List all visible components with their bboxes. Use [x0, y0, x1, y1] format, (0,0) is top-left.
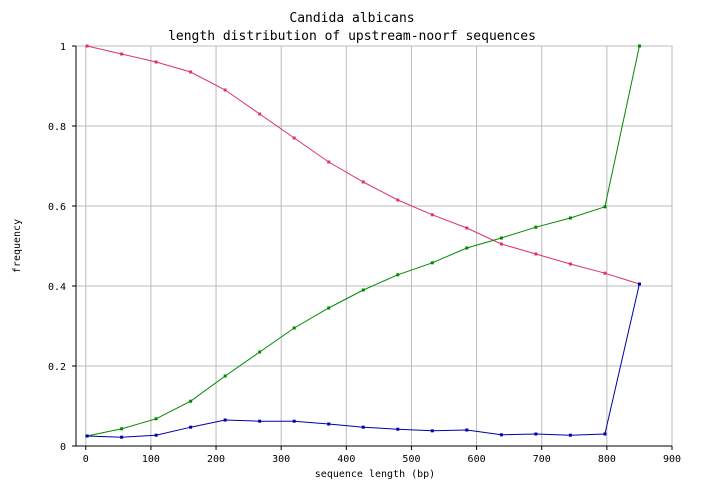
x-tick-label: 500 [402, 454, 420, 465]
x-tick-label: 0 [83, 454, 89, 465]
data-point [258, 112, 262, 116]
data-point [120, 435, 124, 439]
series-layer [85, 44, 641, 439]
data-point [120, 52, 124, 56]
data-point [465, 246, 469, 250]
data-point [603, 205, 607, 209]
data-point [258, 350, 262, 354]
data-point [499, 242, 503, 246]
chart-subtitle: length distribution of upstream-noorf se… [168, 29, 536, 44]
series-3 [85, 282, 641, 439]
data-point [534, 225, 538, 229]
series-2 [85, 44, 641, 438]
data-point [430, 429, 434, 433]
data-point [396, 427, 400, 431]
data-point [465, 226, 469, 230]
y-tick-label: 0.6 [48, 202, 66, 213]
data-point [396, 198, 400, 202]
x-tick-label: 300 [272, 454, 290, 465]
data-point [361, 288, 365, 292]
data-point [85, 434, 89, 438]
data-point [361, 180, 365, 184]
data-point [292, 326, 296, 330]
data-point [223, 374, 227, 378]
y-tick-label: 0.8 [48, 122, 66, 133]
y-tick-label: 0.2 [48, 362, 66, 373]
data-point [534, 432, 538, 436]
data-point [396, 273, 400, 277]
data-point [258, 419, 262, 423]
data-point [327, 160, 331, 164]
data-point [154, 433, 158, 437]
data-point [499, 236, 503, 240]
x-tick-label: 800 [598, 454, 616, 465]
x-axis-label: sequence length (bp) [315, 469, 435, 480]
x-tick-label: 600 [468, 454, 486, 465]
data-point [568, 433, 572, 437]
y-tick-label: 0.4 [48, 282, 66, 293]
data-point [189, 70, 193, 74]
data-point [154, 417, 158, 421]
x-tick-label: 400 [337, 454, 355, 465]
data-point [223, 88, 227, 92]
data-point [430, 261, 434, 265]
x-tick-label: 900 [663, 454, 681, 465]
data-point [292, 136, 296, 140]
data-point [154, 60, 158, 64]
y-axis-label: frequency [12, 219, 23, 273]
data-point [430, 213, 434, 217]
data-point [292, 419, 296, 423]
data-point [637, 282, 641, 286]
data-point [465, 428, 469, 432]
data-point [568, 262, 572, 266]
data-point [499, 433, 503, 437]
y-tick-label: 0 [60, 442, 66, 453]
x-tick-label: 200 [207, 454, 225, 465]
data-point [603, 271, 607, 275]
series-1 [85, 44, 641, 286]
data-point [327, 306, 331, 310]
data-point [85, 44, 89, 48]
x-tick-label: 100 [142, 454, 160, 465]
data-point [603, 432, 607, 436]
chart-title: Candida albicans [289, 11, 414, 26]
data-point [361, 425, 365, 429]
data-point [568, 216, 572, 220]
data-point [189, 399, 193, 403]
data-point [223, 418, 227, 422]
tick-labels: 0 100 200 300 400 500 600 700 800 900 0 0.2 0.4 0.6 0.… [48, 42, 681, 465]
grid [75, 45, 673, 447]
axes [72, 45, 673, 450]
data-point [534, 252, 538, 256]
y-tick-label: 1 [60, 42, 66, 53]
data-point [189, 425, 193, 429]
x-tick-label: 700 [533, 454, 551, 465]
data-point [637, 44, 641, 48]
data-point [120, 427, 124, 431]
data-point [327, 422, 331, 426]
